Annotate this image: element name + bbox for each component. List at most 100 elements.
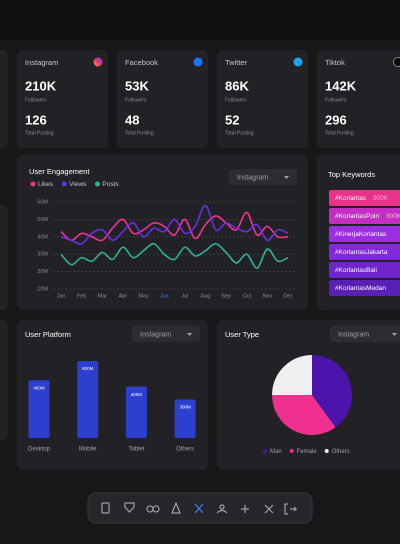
posts-value: 52	[225, 112, 239, 127]
keyword-row	[329, 190, 400, 206]
dropdown[interactable]	[229, 169, 297, 185]
pie-slice	[312, 355, 353, 428]
dropdown[interactable]	[330, 326, 400, 342]
keyword-row	[329, 244, 400, 260]
x-tick-label: Dec	[283, 293, 293, 299]
dropdown-caret	[392, 333, 397, 336]
x-tick-label: Jun	[160, 293, 169, 299]
bar	[28, 380, 50, 438]
dropdown[interactable]	[132, 326, 200, 342]
y-tick-label: 50M	[37, 217, 48, 223]
pie-slice	[272, 395, 336, 435]
x-tick-label: Aug	[201, 293, 211, 299]
legend-label: Likes	[38, 181, 54, 188]
series-line	[60, 204, 289, 245]
x-tick-label: Apr	[119, 293, 128, 299]
followers-label: Followers	[225, 97, 247, 103]
followers-label: Followers	[325, 97, 347, 103]
y-tick-label: 40M	[37, 234, 48, 240]
legend-dot	[30, 181, 36, 187]
keyword-value: 900K	[373, 195, 389, 202]
y-tick-label: 60M	[37, 199, 48, 205]
x-tick-label: Feb	[77, 293, 86, 299]
dropdown-label: Instagram	[140, 331, 171, 338]
bar-value-label: 300M	[179, 405, 191, 410]
posts-label: Total Posting	[325, 130, 354, 136]
partial-card	[0, 320, 8, 440]
card	[17, 155, 308, 310]
icon-cone[interactable]	[171, 501, 181, 514]
x-tick-label: Tablet	[128, 447, 144, 453]
keyword-row	[329, 280, 400, 296]
card	[317, 50, 400, 148]
keyword-tag: #Korlantas	[335, 195, 367, 202]
x-tick-label: Oct	[242, 293, 251, 299]
chart-title: User Platform	[25, 330, 71, 339]
keywords-title: Top Keywords	[328, 170, 375, 179]
legend-label: Views	[69, 181, 87, 188]
icon-shield[interactable]	[124, 502, 135, 513]
legend-dot	[324, 449, 329, 453]
chart-title: User Engagement	[29, 167, 90, 176]
social-icon	[293, 57, 303, 67]
x-tick-label: Others	[176, 447, 194, 453]
card	[117, 50, 208, 148]
keyword-row	[329, 226, 400, 242]
series-line	[60, 242, 289, 269]
x-tick-label: Sep	[221, 293, 231, 299]
chart-title: User Type	[225, 330, 259, 339]
keyword-row	[329, 208, 400, 224]
legend-label: Others	[332, 449, 350, 455]
bar	[174, 399, 196, 438]
y-tick-label: 30M	[37, 252, 48, 258]
x-tick-label: Jul	[181, 293, 188, 299]
card	[217, 50, 308, 148]
legend-dot	[94, 181, 100, 187]
social-icon	[93, 57, 103, 67]
icon-network[interactable]	[241, 505, 249, 513]
social-icon	[193, 57, 203, 67]
x-tick-label: Mar	[98, 293, 108, 299]
series-line	[60, 211, 289, 242]
icon-block[interactable]	[264, 504, 274, 514]
posts-value: 48	[125, 112, 139, 127]
posts-value: 126	[25, 112, 47, 127]
keyword-value: 800K	[386, 213, 400, 220]
followers-value: 53K	[125, 78, 149, 93]
icon-logout[interactable]	[284, 503, 298, 515]
followers-label: Followers	[125, 97, 147, 103]
legend-label: Female	[297, 449, 318, 455]
dropdown-label: Instagram	[338, 331, 369, 338]
x-tick-label: Mobile	[79, 447, 97, 453]
social-icon	[393, 57, 400, 67]
icon-binoculars-part	[152, 505, 160, 513]
keyword-tag: #KorlantasMedan	[335, 285, 386, 292]
icon-document[interactable]	[101, 502, 110, 514]
dropdown-caret	[187, 333, 192, 336]
pie-slice	[272, 355, 312, 395]
keyword-tag: #KinerjaKorlantas	[335, 231, 387, 238]
keyword-row	[329, 262, 400, 278]
keyword-tag: #KorlantasJakarta	[335, 249, 388, 256]
x-tick-label: May	[138, 293, 149, 299]
followers-value: 142K	[325, 78, 357, 93]
bar-value-label: 600M	[82, 366, 94, 371]
card-name: Instagram	[25, 58, 58, 67]
y-tick-label: 20M	[37, 269, 48, 275]
top-bar	[0, 0, 400, 40]
icon-users[interactable]	[219, 504, 225, 510]
followers-label: Followers	[25, 97, 47, 103]
x-tick-label: Nov	[262, 293, 272, 299]
icon-users-part	[216, 509, 228, 514]
posts-label: Total Posting	[225, 130, 254, 136]
bar-value-label: 450M	[33, 385, 45, 390]
y-tick-label: 10M	[37, 286, 48, 292]
posts-label: Total Posting	[125, 130, 154, 136]
legend-label: Man	[270, 449, 282, 455]
card-name: Facebook	[125, 58, 158, 67]
partial-card	[0, 50, 8, 148]
card	[17, 320, 208, 470]
legend-dot	[289, 449, 294, 453]
icon-active[interactable]	[194, 503, 204, 514]
